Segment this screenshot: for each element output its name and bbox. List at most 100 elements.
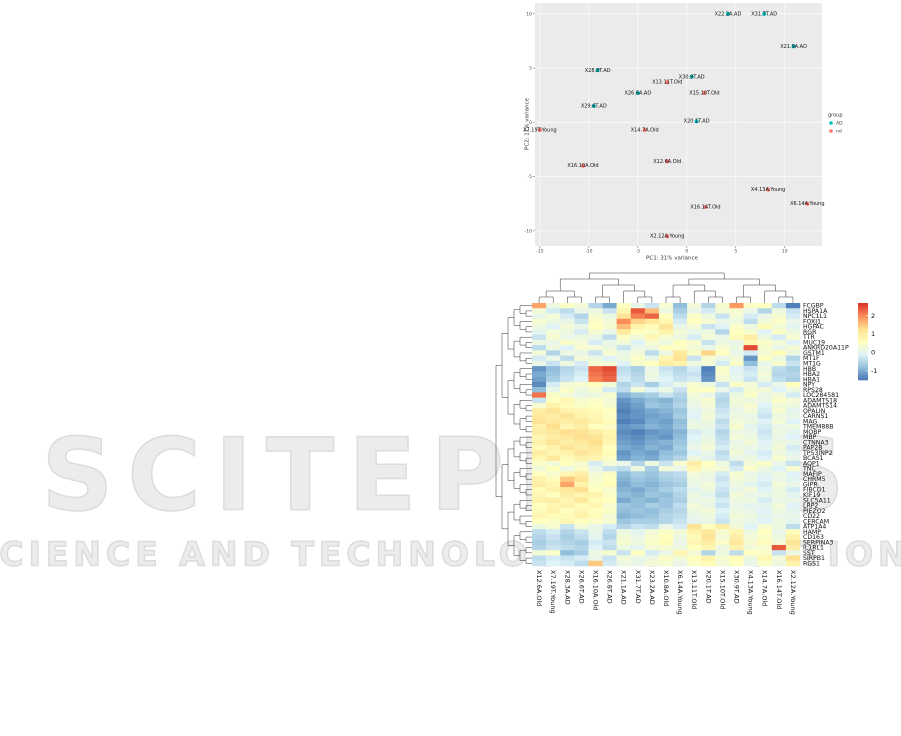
heatmap-cell bbox=[546, 303, 561, 309]
heatmap-cell bbox=[715, 381, 730, 388]
heatmap-cell bbox=[630, 402, 646, 409]
dendrogram bbox=[567, 296, 582, 303]
heatmap-cell bbox=[673, 408, 688, 414]
heatmap-cell bbox=[715, 376, 730, 383]
heatmap-cell bbox=[757, 360, 772, 367]
dendrogram bbox=[688, 278, 760, 285]
row-label: LOC284581 bbox=[803, 392, 839, 399]
heatmap-cell bbox=[785, 397, 801, 404]
heatmap-cell bbox=[785, 324, 801, 330]
heatmap-cell bbox=[602, 366, 617, 372]
heatmap-cell bbox=[644, 508, 660, 514]
heatmap-cell bbox=[715, 434, 730, 440]
point bbox=[635, 91, 640, 96]
heatmap-cell bbox=[616, 508, 631, 514]
heatmap-cell bbox=[687, 445, 702, 451]
heatmap-cell bbox=[616, 413, 631, 419]
heatmap-cell bbox=[743, 350, 758, 356]
heatmap-cell bbox=[715, 466, 730, 472]
heatmap-cell bbox=[743, 492, 758, 498]
heatmap-cell bbox=[616, 329, 631, 335]
heatmap-cell bbox=[560, 497, 575, 504]
heatmap-cell bbox=[743, 397, 758, 404]
colorbar-segment bbox=[858, 368, 868, 371]
x-tick-label: 10 bbox=[782, 249, 788, 255]
heatmap-cell bbox=[715, 318, 730, 325]
heatmap-cell bbox=[602, 450, 617, 456]
colorbar-segment bbox=[858, 351, 868, 354]
heatmap-cell bbox=[574, 534, 589, 540]
heatmap-cell bbox=[715, 450, 730, 456]
heatmap-cell bbox=[673, 497, 688, 504]
heatmap-cell bbox=[602, 476, 617, 483]
heatmap-cell bbox=[588, 371, 603, 377]
heatmap-cell bbox=[771, 492, 787, 498]
heatmap-cell bbox=[687, 508, 702, 514]
heatmap-cell bbox=[560, 313, 575, 319]
heatmap-cell bbox=[574, 318, 589, 325]
heatmap-cell bbox=[729, 513, 744, 519]
heatmap-cell bbox=[743, 544, 758, 551]
heatmap-cell bbox=[701, 518, 716, 525]
heatmap-cell bbox=[532, 513, 547, 519]
row-label: MBP bbox=[803, 434, 817, 441]
heatmap-cell bbox=[560, 523, 575, 530]
heatmap-cell bbox=[560, 487, 575, 493]
heatmap-cell bbox=[630, 397, 646, 404]
heatmap-cell bbox=[644, 560, 660, 567]
point bbox=[665, 234, 670, 239]
heatmap-cell bbox=[771, 445, 787, 451]
heatmap-cell bbox=[616, 387, 631, 393]
heatmap-cell bbox=[546, 376, 561, 383]
colorbar-segment bbox=[858, 366, 868, 369]
heatmap-cell bbox=[546, 560, 561, 567]
heatmap-cell bbox=[546, 418, 561, 425]
heatmap-cell bbox=[616, 518, 631, 525]
heatmap-cell bbox=[602, 502, 617, 509]
heatmap-cell bbox=[743, 466, 758, 472]
point-label: X4.13A.Young bbox=[751, 187, 785, 193]
heatmap-cell bbox=[574, 339, 589, 346]
heatmap-cell bbox=[715, 418, 730, 425]
heatmap-cell bbox=[715, 371, 730, 377]
heatmap-cell bbox=[560, 408, 575, 414]
heatmap-cell bbox=[743, 560, 758, 567]
point bbox=[702, 91, 707, 96]
heatmap-cell bbox=[560, 402, 575, 409]
heatmap-cell bbox=[644, 471, 660, 477]
heatmap-cell bbox=[673, 481, 688, 488]
heatmap-cell bbox=[630, 350, 646, 356]
column-label: X2.12A.Young bbox=[789, 570, 797, 615]
heatmap-cell bbox=[630, 497, 646, 504]
heatmap-cell bbox=[616, 324, 631, 330]
heatmap-cell bbox=[574, 381, 589, 388]
heatmap-cell bbox=[644, 518, 660, 525]
heatmap-cell bbox=[673, 318, 688, 325]
heatmap-cell bbox=[673, 460, 688, 467]
heatmap-cell bbox=[602, 429, 617, 435]
heatmap-cell bbox=[658, 408, 674, 414]
heatmap-cell bbox=[687, 308, 702, 314]
colorbar-segment bbox=[858, 331, 868, 335]
heatmap-cell bbox=[729, 360, 744, 367]
heatmap-cell bbox=[644, 460, 660, 467]
heatmap-cell bbox=[687, 313, 702, 319]
heatmap-cell bbox=[785, 387, 801, 393]
heatmap-cell bbox=[743, 550, 758, 556]
heatmap-cell bbox=[729, 339, 744, 346]
heatmap-cell bbox=[673, 313, 688, 319]
heatmap-cell bbox=[658, 360, 674, 367]
heatmap-cell bbox=[658, 471, 674, 477]
row-label: MT1F bbox=[803, 355, 820, 362]
heatmap-cell bbox=[757, 308, 772, 314]
heatmap-cell bbox=[771, 560, 787, 567]
heatmap-cell bbox=[616, 303, 631, 309]
legend-marker bbox=[829, 121, 833, 125]
colorbar-segment bbox=[858, 372, 868, 375]
heatmap-cell bbox=[658, 413, 674, 419]
heatmap-cell bbox=[602, 439, 617, 446]
heatmap-cell bbox=[673, 466, 688, 472]
heatmap-cell bbox=[715, 439, 730, 446]
heatmap-cell bbox=[560, 334, 575, 341]
heatmap-cell bbox=[757, 476, 772, 483]
